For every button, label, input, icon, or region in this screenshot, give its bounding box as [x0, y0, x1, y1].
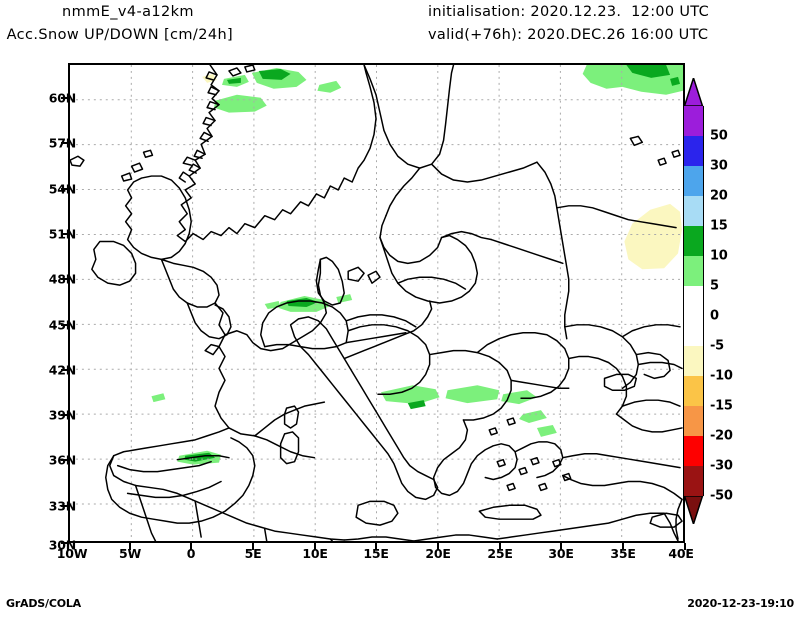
cbar-label-m15: -15 — [710, 398, 733, 414]
colorbar-band-30-50 — [683, 136, 704, 166]
lon-tick — [190, 543, 192, 550]
valid-time-label: valid(+76h): 2020.DEC.26 16:00 UTC — [428, 27, 709, 43]
lat-tick — [61, 233, 68, 235]
timestamp-label: 2020-12-23-19:10 — [687, 597, 794, 610]
lon-label-40e: 40E — [668, 546, 694, 561]
lon-label-0: 0 — [186, 546, 196, 561]
map-canvas — [70, 65, 683, 541]
model-name-label: nmmE_v4-a12km — [62, 4, 194, 20]
colorbar-over-arrow — [683, 78, 704, 106]
lon-tick — [437, 543, 439, 550]
colorbar-band-m5-0 — [683, 316, 704, 346]
cbar-label-30: 30 — [710, 158, 728, 174]
lat-tick — [61, 97, 68, 99]
cbar-label-10: 10 — [710, 248, 728, 264]
lon-tick — [375, 543, 377, 550]
lat-label-33n: 33N — [48, 498, 76, 514]
colorbar-band-10-15 — [683, 226, 704, 256]
lat-tick — [61, 505, 68, 507]
lat-label-57n: 57N — [48, 135, 76, 151]
lon-tick — [129, 543, 131, 550]
colorbar-band-0-5 — [683, 286, 704, 316]
colorbar-band-20-30 — [683, 166, 704, 196]
lat-label-36n: 36N — [48, 452, 76, 468]
lat-tick — [61, 142, 68, 144]
colorbar-band-over-50 — [683, 106, 704, 136]
lon-tick — [684, 543, 686, 550]
lat-tick — [61, 414, 68, 416]
lon-label-5w: 5W — [118, 546, 142, 561]
colorbar-band-m50-m30 — [683, 466, 704, 496]
colorbar-band-m10-m5 — [683, 346, 704, 376]
lon-tick — [252, 543, 254, 550]
colorbar-band-m20-m15 — [683, 406, 704, 436]
snow-field-shading — [151, 65, 683, 465]
lat-label-51n: 51N — [48, 226, 76, 242]
lon-label-15e: 15E — [363, 546, 389, 561]
cbar-label-50: 50 — [710, 128, 728, 144]
map-plot-area — [68, 63, 685, 543]
lon-tick — [314, 543, 316, 550]
cbar-label-m10: -10 — [710, 368, 733, 384]
lon-label-5e: 5E — [244, 546, 262, 561]
map-gridlines — [70, 65, 683, 541]
lat-label-60n: 60N — [48, 90, 76, 106]
cbar-label-5: 5 — [710, 278, 719, 294]
colorbar-under-arrow — [683, 496, 704, 524]
lat-label-39n: 39N — [48, 407, 76, 423]
lat-label-48n: 48N — [48, 271, 76, 287]
lon-label-30e: 30E — [548, 546, 574, 561]
cbar-label-15: 15 — [710, 218, 728, 234]
cbar-label-m5: -5 — [710, 338, 724, 354]
cbar-label-0: 0 — [710, 308, 719, 324]
lon-label-10w: 10W — [56, 546, 88, 561]
lat-tick — [61, 324, 68, 326]
lon-tick — [499, 543, 501, 550]
lon-tick — [560, 543, 562, 550]
lon-label-20e: 20E — [425, 546, 451, 561]
lat-label-30n: 30N — [48, 537, 76, 553]
lat-tick — [61, 459, 68, 461]
lat-tick — [61, 369, 68, 371]
lon-label-35e: 35E — [610, 546, 636, 561]
cbar-label-m50: -50 — [710, 488, 733, 504]
initialisation-label: initialisation: 2020.12.23. 12:00 UTC — [428, 4, 710, 20]
lon-label-10e: 10E — [302, 546, 328, 561]
lon-tick — [67, 543, 69, 550]
colorbar-band-15-20 — [683, 196, 704, 226]
lat-label-54n: 54N — [48, 181, 76, 197]
lon-label-25e: 25E — [487, 546, 513, 561]
colorbar — [683, 78, 704, 524]
lon-tick — [622, 543, 624, 550]
cbar-label-m30: -30 — [710, 458, 733, 474]
colorbar-band-m15-m10 — [683, 376, 704, 406]
coastline-overlay — [70, 65, 683, 541]
lat-tick — [61, 188, 68, 190]
colorbar-band-m30-m20 — [683, 436, 704, 466]
cbar-label-20: 20 — [710, 188, 728, 204]
chart-header: nmmE_v4-a12km n Acc.Snow UP/DOWN [cm/24h… — [0, 0, 800, 52]
cbar-label-m20: -20 — [710, 428, 733, 444]
producer-label: GrADS/COLA — [6, 597, 81, 610]
lat-label-45n: 45N — [48, 317, 76, 333]
field-title-label: n Acc.Snow UP/DOWN [cm/24h] — [0, 27, 234, 43]
lat-tick — [61, 542, 68, 544]
lat-label-42n: 42N — [48, 362, 76, 378]
lat-tick — [61, 278, 68, 280]
colorbar-band-5-10 — [683, 256, 704, 286]
